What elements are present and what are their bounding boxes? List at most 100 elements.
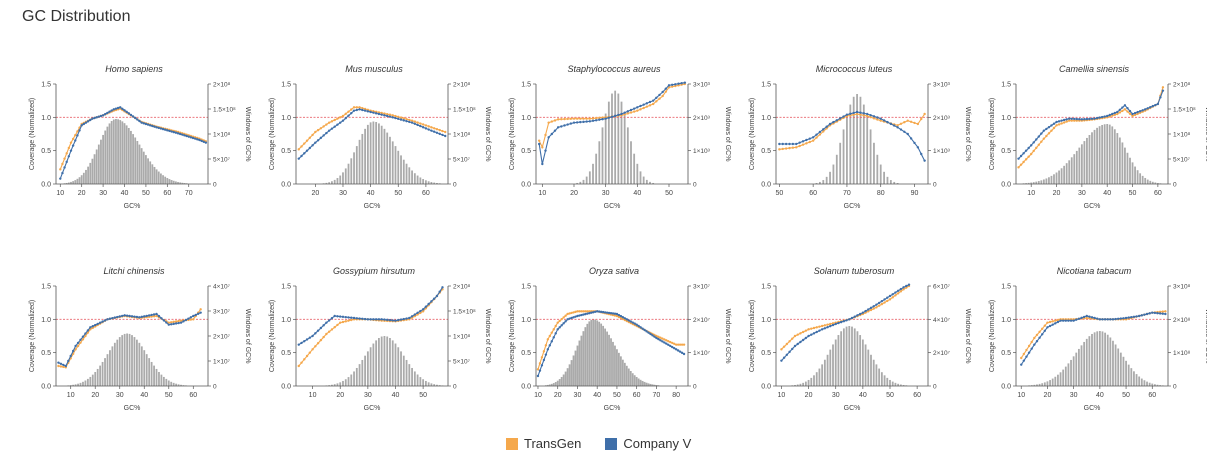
data-point (305, 338, 309, 341)
data-point (193, 137, 197, 140)
y2-tick-label: 0 (1173, 384, 1177, 391)
histogram-bar (873, 142, 875, 184)
histogram-bar (1130, 368, 1133, 386)
data-point (1114, 317, 1117, 321)
histogram-bar (143, 350, 146, 386)
y-tick-label: 1.5 (281, 82, 291, 89)
data-point (1159, 96, 1162, 99)
data-point (582, 120, 585, 124)
data-point (805, 138, 808, 142)
histogram-bar (639, 171, 642, 184)
data-point (59, 168, 62, 171)
histogram-bar (378, 337, 380, 386)
data-point (1057, 120, 1061, 123)
data-point (1098, 116, 1101, 119)
data-point (621, 316, 625, 319)
histogram-bar (845, 326, 848, 386)
histogram-bar (649, 383, 652, 386)
histogram-bar (136, 339, 138, 386)
data-point (831, 322, 835, 325)
data-point (1024, 149, 1028, 152)
data-point (828, 122, 832, 126)
histogram-bars (322, 121, 441, 184)
histogram-bar (364, 128, 366, 184)
data-point (1141, 109, 1144, 112)
histogram-bar (568, 364, 571, 386)
data-point (1118, 108, 1122, 111)
data-point (347, 110, 350, 113)
histogram-bar (1059, 372, 1062, 386)
data-point (1131, 112, 1134, 116)
data-point (155, 126, 158, 129)
data-point (435, 294, 439, 298)
histogram-bar (584, 327, 587, 386)
histogram-bar (342, 172, 344, 184)
data-point (322, 324, 325, 327)
data-point (923, 112, 926, 116)
data-point (410, 315, 414, 318)
histogram-bar (1096, 127, 1098, 184)
histogram-bar (1055, 172, 1058, 184)
histogram-bar (1159, 385, 1162, 386)
data-point (566, 312, 569, 316)
data-point (1025, 355, 1028, 358)
data-point (617, 315, 621, 319)
histogram-bar (1088, 134, 1091, 184)
data-point (835, 119, 838, 122)
data-point (347, 114, 350, 117)
data-point (424, 124, 428, 127)
data-point (575, 117, 579, 120)
histogram-bar (331, 181, 333, 184)
y-tick-label: 1.0 (1001, 317, 1011, 324)
data-point (785, 353, 789, 356)
histogram-bar (835, 154, 838, 184)
data-point (674, 343, 678, 346)
histogram-bar (564, 371, 567, 386)
data-point (645, 105, 649, 108)
data-point (653, 335, 656, 338)
y-tick-label: 0.5 (521, 148, 531, 155)
histogram-bar (380, 125, 383, 184)
data-point (661, 94, 664, 98)
data-point (421, 310, 425, 313)
x-tick-label: 30 (602, 190, 610, 197)
data-point (537, 142, 541, 146)
data-point (80, 124, 83, 127)
data-point (1161, 89, 1165, 92)
histogram-bar (651, 384, 654, 386)
data-point (101, 114, 105, 117)
data-point (1048, 320, 1052, 324)
data-point (556, 328, 559, 331)
y2-tick-label: 1×10⁸ (453, 132, 471, 139)
histogram-bar (822, 180, 825, 184)
histogram-bar (821, 364, 824, 386)
data-point (879, 119, 882, 122)
data-point (572, 316, 575, 319)
histogram-bar (160, 374, 163, 386)
data-point (648, 100, 652, 104)
data-point (544, 149, 547, 152)
data-point (680, 351, 684, 355)
histogram-bar (80, 175, 83, 184)
histogram-bar (1103, 124, 1106, 184)
data-point (866, 112, 869, 116)
data-point (560, 118, 563, 121)
x-tick-label: 10 (56, 190, 64, 197)
data-point (339, 321, 342, 324)
histogram-bar (842, 129, 845, 184)
data-point (1164, 312, 1167, 316)
data-point (1030, 152, 1033, 156)
data-point (623, 113, 626, 116)
data-point (363, 107, 367, 111)
data-point (170, 130, 173, 133)
data-point (297, 157, 300, 160)
data-point (123, 109, 126, 112)
data-point (782, 356, 786, 359)
data-point (1041, 333, 1044, 336)
histogram-bar (1127, 364, 1130, 386)
data-point (667, 84, 671, 87)
histogram-bar (358, 364, 361, 386)
